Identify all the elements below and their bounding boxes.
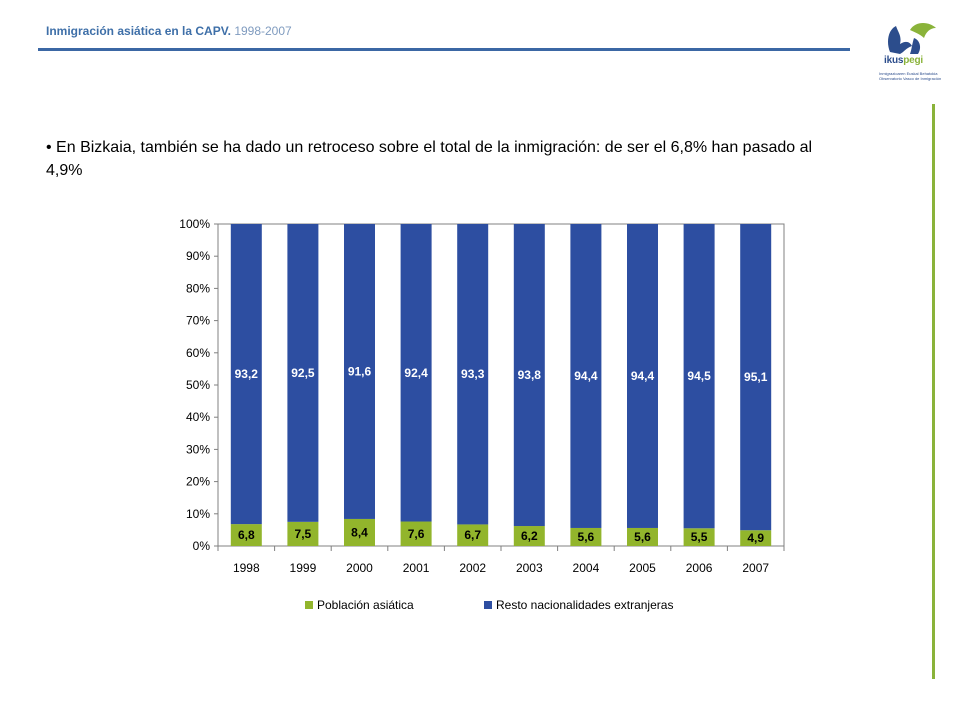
bullet-text: • En Bizkaia, también se ha dado un retr… — [46, 139, 813, 179]
x-tick-label: 2003 — [516, 561, 543, 575]
data-label-asian: 7,6 — [408, 527, 425, 541]
legend-swatch — [305, 601, 313, 609]
data-label-rest: 92,4 — [404, 366, 428, 380]
data-label-asian: 4,9 — [747, 531, 764, 545]
y-tick-label: 90% — [186, 249, 210, 263]
title-years: 1998-2007 — [234, 24, 292, 38]
y-tick-label: 50% — [186, 378, 210, 392]
bar-rest — [230, 224, 262, 525]
data-label-asian: 6,2 — [521, 529, 538, 543]
ikuspegi-logo-icon — [888, 23, 936, 54]
y-tick-label: 20% — [186, 475, 210, 489]
bar-asian — [400, 521, 432, 546]
logo-word-accent: pegi — [903, 55, 923, 66]
data-label-rest: 94,4 — [574, 369, 598, 383]
x-tick-label: 2006 — [686, 561, 713, 575]
bar-asian — [740, 530, 772, 546]
bar-asian — [287, 521, 319, 546]
data-label-asian: 5,5 — [691, 530, 708, 544]
bar-rest — [570, 224, 602, 528]
y-tick-label: 60% — [186, 346, 210, 360]
x-tick-label: 2001 — [403, 561, 430, 575]
x-tick-label: 2002 — [459, 561, 486, 575]
page-title: Inmigración asiática en la CAPV. 1998-20… — [46, 24, 292, 38]
data-label-asian: 5,6 — [578, 530, 595, 544]
bar-rest — [740, 224, 772, 531]
x-tick-label: 2005 — [629, 561, 656, 575]
title-text: Inmigración asiática en la CAPV. — [46, 24, 231, 38]
data-label-asian: 8,4 — [351, 525, 368, 539]
y-tick-label: 0% — [193, 539, 211, 553]
data-label-rest: 95,1 — [744, 370, 768, 384]
bar-asian — [570, 527, 602, 546]
bar-rest — [457, 224, 489, 525]
data-label-asian: 6,7 — [464, 528, 481, 542]
data-label-rest: 93,8 — [518, 368, 542, 382]
bar-asian — [457, 524, 489, 546]
bar-rest — [683, 224, 715, 529]
x-tick-label: 2007 — [742, 561, 769, 575]
bar-rest — [513, 224, 545, 527]
x-tick-label: 2000 — [346, 561, 373, 575]
y-tick-label: 100% — [179, 217, 210, 231]
data-label-rest: 93,2 — [235, 367, 259, 381]
bar-asian — [344, 518, 375, 546]
y-tick-label: 30% — [186, 442, 210, 456]
y-tick-label: 80% — [186, 281, 210, 295]
x-tick-label: 1999 — [290, 561, 317, 575]
data-label-asian: 5,6 — [634, 530, 651, 544]
x-tick-label: 2004 — [573, 561, 600, 575]
bar-asian — [230, 524, 262, 546]
legend-label: Población asiática — [317, 598, 414, 612]
bar-rest — [344, 224, 375, 519]
logo-wordmark: ikuspegi — [884, 55, 923, 66]
side-accent-line — [932, 104, 935, 679]
legend-label: Resto nacionalidades extranjeras — [496, 598, 673, 612]
bar-rest — [287, 224, 319, 522]
data-label-rest: 94,4 — [631, 369, 655, 383]
data-label-asian: 7,5 — [295, 527, 312, 541]
legend-swatch — [484, 601, 492, 609]
y-tick-label: 40% — [186, 410, 210, 424]
bar-asian — [513, 526, 545, 546]
data-label-rest: 93,3 — [461, 367, 485, 381]
bar-asian — [627, 527, 658, 546]
header-divider — [38, 48, 850, 51]
data-label-rest: 92,5 — [291, 366, 315, 380]
logo-subtitle: Inmigrazioaren Euskal Behatokia Observat… — [879, 71, 942, 81]
y-tick-label: 70% — [186, 314, 210, 328]
bar-rest — [627, 224, 658, 528]
data-label-rest: 94,5 — [687, 369, 711, 383]
data-label-asian: 6,8 — [238, 528, 255, 542]
y-tick-label: 10% — [186, 507, 210, 521]
data-label-rest: 91,6 — [348, 364, 372, 378]
logo-word-main: ikus — [884, 55, 904, 66]
bar-rest — [400, 224, 432, 522]
bar-asian — [683, 528, 715, 546]
x-tick-label: 1998 — [233, 561, 260, 575]
